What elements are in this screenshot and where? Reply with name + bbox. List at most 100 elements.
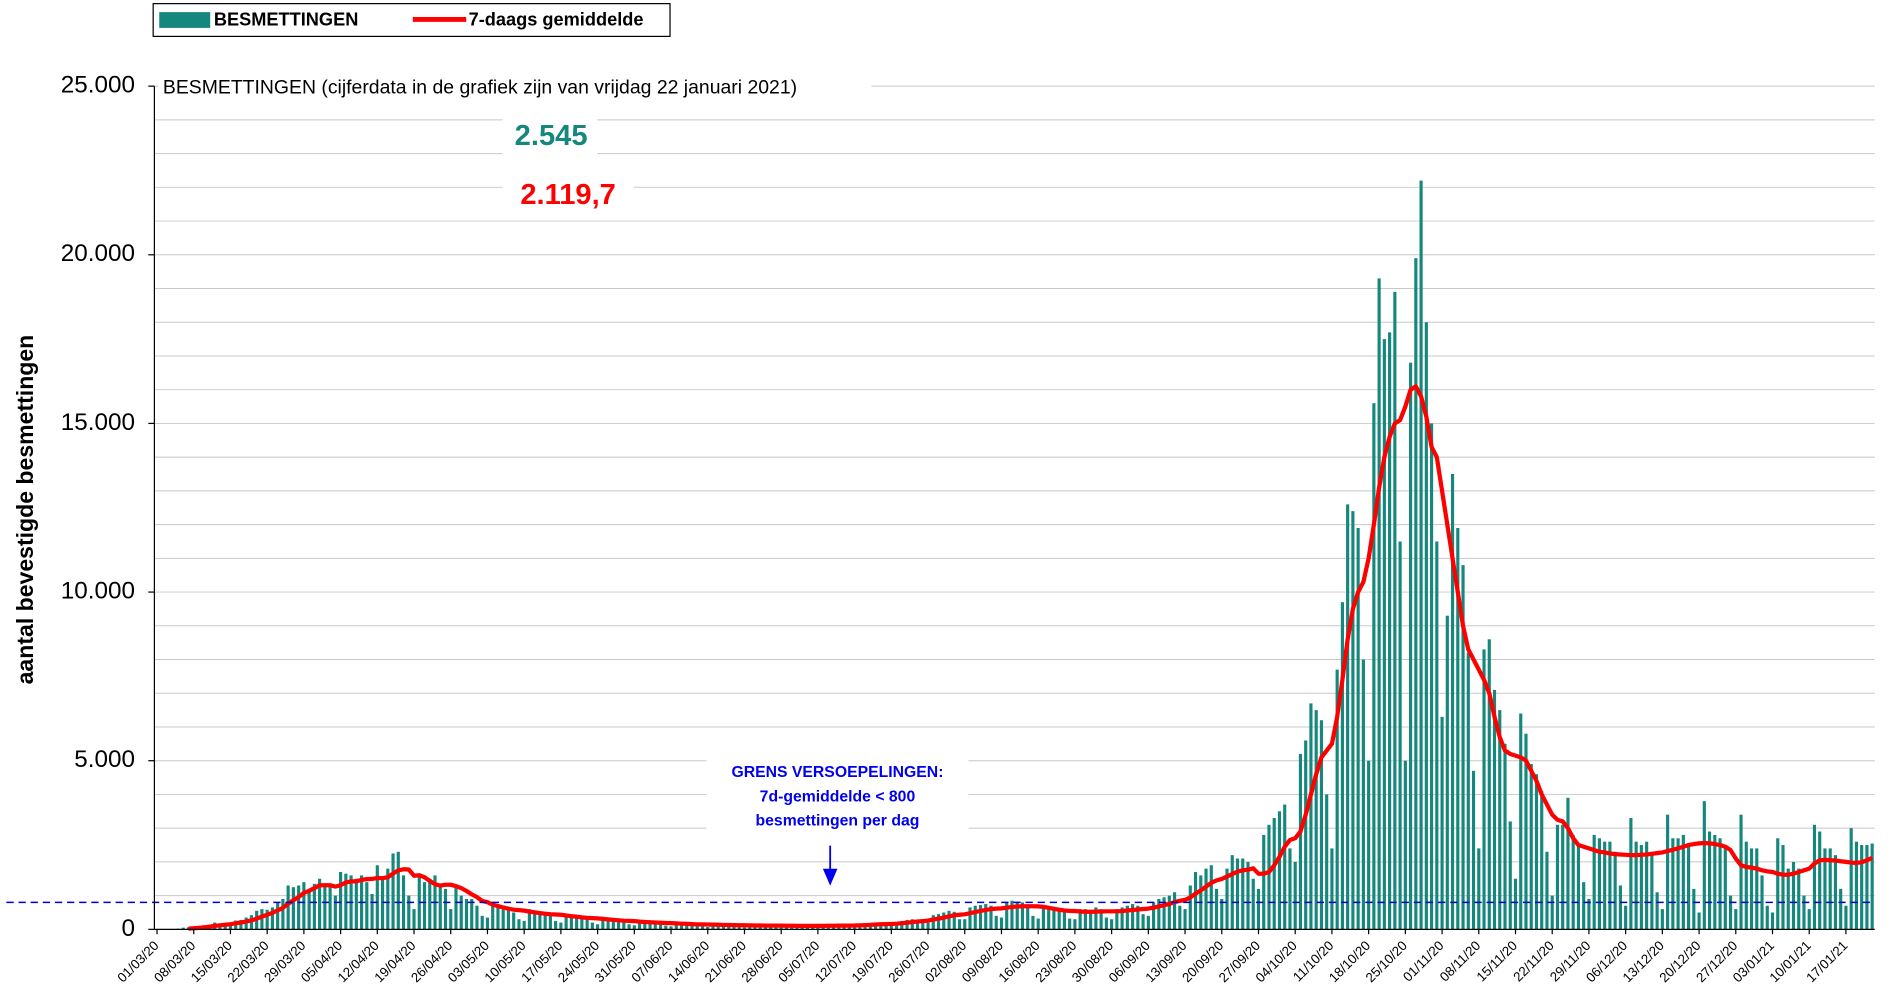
bar <box>700 926 705 930</box>
bar <box>1230 855 1234 930</box>
bar <box>606 919 610 930</box>
annotation-arrowhead <box>822 868 838 886</box>
bar <box>1629 818 1633 930</box>
bar <box>1225 868 1229 930</box>
bar <box>554 920 558 930</box>
annotation: GRENS VERSOEPELINGEN: <box>731 764 943 781</box>
chart-title: BESMETTINGEN (cijferdata in de grafiek z… <box>163 77 797 99</box>
bar <box>721 925 726 930</box>
bar <box>1078 909 1082 930</box>
bar <box>1812 824 1817 930</box>
bar <box>947 910 951 930</box>
bar <box>328 887 332 930</box>
bar <box>1099 909 1103 930</box>
bar <box>291 887 295 930</box>
bar <box>1839 888 1843 930</box>
bar <box>475 905 479 930</box>
annotation: besmettingen per dag <box>756 813 920 830</box>
bar <box>407 895 411 930</box>
bar <box>1062 910 1066 930</box>
bar <box>942 912 946 930</box>
bar <box>884 925 888 930</box>
bar <box>716 924 720 930</box>
bar <box>1634 841 1638 930</box>
bar <box>1367 760 1371 930</box>
bar <box>879 923 883 930</box>
bar <box>1697 912 1701 930</box>
bar <box>596 924 600 930</box>
bar <box>380 878 385 930</box>
bar <box>1403 760 1407 930</box>
bar <box>1576 845 1581 930</box>
y-tick-label: 10.000 <box>61 577 135 604</box>
bar <box>1582 882 1586 930</box>
bar <box>585 919 589 930</box>
bar <box>443 888 448 930</box>
bar <box>1162 897 1166 930</box>
bar <box>1361 659 1365 930</box>
bar <box>260 909 264 930</box>
bar <box>1860 845 1864 930</box>
bar <box>470 898 474 930</box>
bar <box>1802 895 1806 930</box>
bar <box>957 919 962 930</box>
bar <box>1304 740 1308 930</box>
bar <box>1671 838 1675 930</box>
bar <box>1262 834 1266 930</box>
bar <box>1744 841 1748 930</box>
bar <box>999 917 1004 930</box>
bar <box>915 919 920 930</box>
bar <box>1456 527 1460 930</box>
bar <box>564 914 568 930</box>
bar <box>580 917 584 930</box>
bar <box>1540 791 1544 930</box>
bar <box>1319 720 1324 930</box>
bar <box>1188 885 1192 930</box>
bar <box>664 925 668 930</box>
bar <box>931 915 935 930</box>
bar <box>643 921 647 930</box>
bar <box>1713 834 1717 930</box>
bar <box>318 878 322 930</box>
bar <box>575 917 579 930</box>
bar <box>853 926 857 930</box>
bar <box>506 907 511 930</box>
bar <box>1209 865 1213 930</box>
bar <box>1865 845 1869 930</box>
bar <box>386 868 390 930</box>
bar <box>1624 905 1628 930</box>
bar <box>181 927 185 930</box>
bar <box>978 905 983 930</box>
bar <box>1424 322 1428 930</box>
bar <box>1314 710 1318 930</box>
bar <box>1618 885 1622 930</box>
bar <box>622 921 626 930</box>
bar <box>1728 895 1733 930</box>
bar <box>307 892 311 930</box>
bar <box>1440 716 1444 930</box>
bar <box>538 914 542 930</box>
bar <box>459 895 463 930</box>
bar <box>1650 851 1654 930</box>
bar <box>1104 917 1108 930</box>
bar <box>1655 892 1659 930</box>
bar <box>391 853 395 930</box>
bar <box>1534 774 1539 930</box>
average-line <box>188 384 1874 931</box>
bar <box>1692 888 1696 930</box>
latest-average: 2.119,7 <box>520 179 616 211</box>
bar <box>1870 843 1874 930</box>
bar <box>1450 474 1455 930</box>
bar <box>1807 909 1811 930</box>
bar <box>1309 703 1313 930</box>
bar <box>1293 861 1297 930</box>
bar <box>1351 511 1355 930</box>
bar <box>286 885 290 930</box>
bar <box>1755 848 1759 930</box>
bar <box>1445 615 1449 930</box>
bar <box>1587 898 1591 930</box>
bar <box>1676 838 1680 930</box>
bar <box>1015 901 1019 930</box>
